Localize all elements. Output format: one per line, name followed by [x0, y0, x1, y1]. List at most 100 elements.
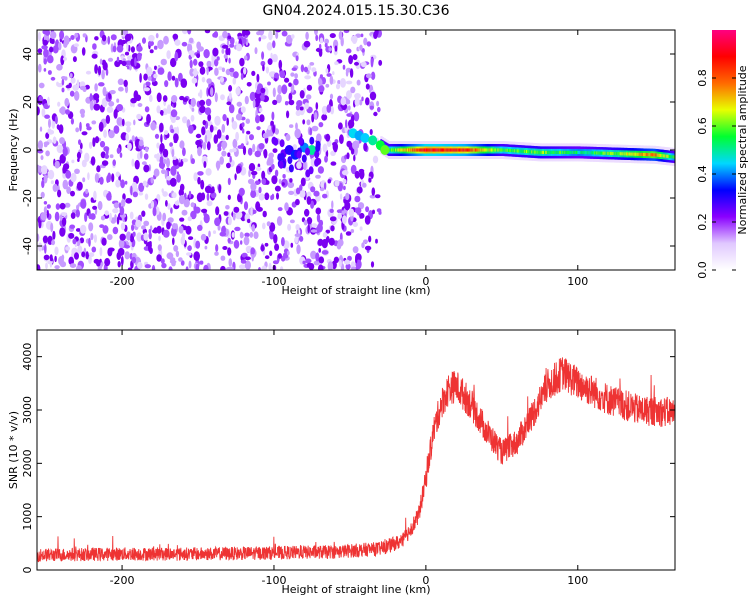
spectrogram-track-cell — [566, 150, 569, 154]
spectrogram-track-cell — [672, 155, 675, 159]
spectrogram-noise-cell — [284, 202, 289, 212]
spectrogram-track-cell — [427, 148, 429, 152]
spectrogram-noise-cell — [330, 150, 336, 156]
spectrogram-noise-cell — [44, 114, 50, 119]
spectrogram-track-cell — [650, 153, 653, 157]
spectrogram-track-cell — [654, 153, 657, 157]
spectrogram-track-cell — [553, 150, 556, 154]
spectrogram-noise-cell — [309, 127, 313, 136]
spectrogram-noise-cell — [120, 179, 125, 189]
spectrogram-noise-cell — [43, 201, 48, 205]
spectrogram-track-cell — [529, 150, 531, 154]
spectrogram-noise-cell — [127, 142, 132, 151]
spectrogram-y-axis-label: Frequency (Hz) — [7, 109, 20, 192]
spectrogram-noise-cell — [222, 141, 226, 151]
spectrogram-x-tick-label: 0 — [422, 275, 429, 288]
spectrogram-noise-cell — [286, 110, 290, 119]
spectrogram-track-cell — [673, 155, 675, 159]
spectrogram-noise-cell — [339, 193, 343, 200]
spectrogram-noise-cell — [75, 209, 81, 218]
spectrogram-noise-cell — [50, 76, 56, 81]
spectrogram-noise-cell — [310, 186, 316, 193]
figure-title: GN04.2024.015.15.30.C36 — [263, 3, 450, 19]
spectrogram-track-cell — [564, 150, 567, 154]
spectrogram-noise-cell — [244, 260, 251, 270]
spectrogram-track-cell — [634, 152, 637, 156]
spectrogram-noise-cell — [347, 105, 351, 111]
spectrogram-track-cell — [503, 148, 506, 152]
spectrogram-noise-cell — [65, 246, 71, 251]
spectrogram-noise-cell — [116, 117, 123, 126]
spectrogram-track-cell — [640, 152, 643, 156]
spectrogram-noise-cell — [162, 212, 167, 222]
spectrogram-track-cell — [436, 148, 439, 152]
spectrogram-noise-cell — [196, 53, 201, 59]
spectrogram-noise-cell — [39, 126, 43, 132]
spectrogram-noise-cell — [214, 59, 219, 67]
spectrogram-noise-cell — [57, 42, 62, 51]
spectrogram-noise-cell — [243, 55, 248, 61]
spectrogram-noise-cell — [38, 96, 44, 102]
spectrogram-noise-cell — [263, 148, 268, 159]
spectrogram-noise-cell — [199, 99, 206, 107]
spectrogram-noise-cell — [255, 96, 261, 105]
spectrogram-noise-cell — [319, 37, 324, 44]
spectrogram-noise-cell — [133, 90, 139, 100]
spectrogram-track-cell — [512, 149, 514, 153]
spectrogram-noise-cell — [350, 114, 355, 123]
spectrogram-noise-cell — [365, 206, 370, 213]
spectrogram-noise-cell — [264, 255, 270, 260]
spectrogram-noise-cell — [174, 200, 180, 206]
spectrogram-noise-cell — [180, 78, 188, 88]
spectrogram-noise-cell — [250, 247, 255, 255]
spectrogram-track-cell — [404, 148, 407, 152]
spectrogram-noise-cell — [180, 235, 186, 246]
spectrogram-noise-cell — [232, 212, 236, 221]
spectrogram-noise-cell — [198, 61, 204, 67]
spectrogram-noise-cell — [148, 229, 152, 234]
spectrogram-noise-cell — [62, 166, 67, 174]
spectrogram-noise-cell — [284, 77, 290, 83]
spectrogram-track-cell — [398, 148, 401, 152]
spectrogram-noise-cell — [91, 53, 98, 59]
spectrogram-noise-cell — [233, 239, 240, 249]
spectrogram-noise-cell — [212, 32, 217, 38]
spectrogram-noise-cell — [94, 36, 99, 41]
spectrogram-noise-cell — [350, 164, 357, 175]
spectrogram-noise-cell — [49, 254, 53, 262]
spectrogram-noise-cell — [294, 128, 302, 139]
spectrogram-noise-cell — [299, 90, 305, 99]
spectrogram-track-cell — [647, 153, 649, 157]
spectrogram-track-cell — [658, 153, 661, 157]
spectrogram-noise-cell — [156, 142, 160, 149]
spectrogram-noise-cell — [308, 166, 314, 175]
spectrogram-track-cell — [560, 150, 562, 154]
spectrogram-track-cell — [589, 151, 592, 155]
spectrogram-noise-cell — [144, 193, 149, 200]
spectrogram-noise-cell — [206, 66, 209, 76]
spectrogram-track-cell — [380, 145, 390, 155]
spectrogram-noise-cell — [109, 90, 116, 95]
spectrogram-noise-cell — [219, 76, 225, 83]
spectrogram-track-cell — [665, 154, 668, 158]
spectrogram-noise-cell — [85, 123, 90, 128]
spectrogram-noise-cell — [147, 76, 152, 81]
spectrogram-noise-cell — [260, 87, 266, 94]
spectrogram-x-ticks: -200 -100 0 100 — [110, 30, 588, 288]
spectrogram-noise-cell — [262, 210, 267, 218]
spectrogram-noise-cell — [249, 134, 254, 141]
spectrogram-noise-cell — [368, 177, 372, 183]
spectrogram-noise-cell — [156, 105, 161, 114]
colorbar-tick-label: 0.2 — [696, 213, 709, 231]
spectrogram-noise-cell — [61, 217, 67, 227]
spectrogram-noise-cell — [99, 140, 106, 148]
spectrogram-noise-cell — [160, 58, 167, 66]
spectrogram-track-cell — [419, 148, 422, 152]
spectrogram-noise-cell — [281, 182, 285, 186]
spectrogram-track-cell — [618, 152, 621, 156]
spectrogram-noise-cell — [41, 108, 46, 118]
spectrogram-noise-cell — [296, 150, 302, 159]
spectrogram-track-cell — [481, 148, 484, 152]
spectrogram-noise-cell — [69, 224, 76, 229]
spectrogram-noise-cell — [214, 92, 218, 103]
